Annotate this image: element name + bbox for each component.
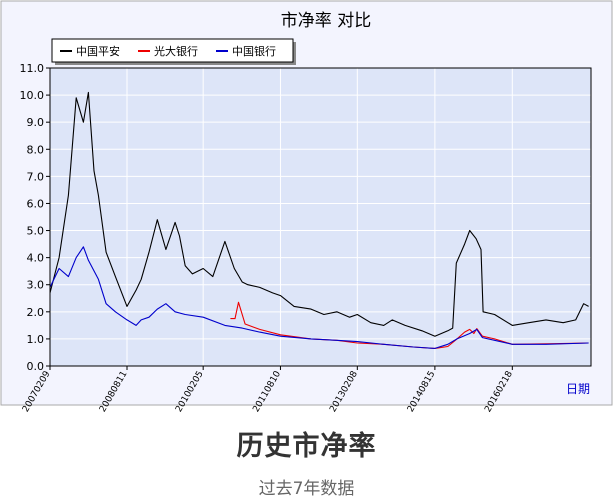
series-lines	[50, 91, 589, 349]
pb-ratio-chart: 市净率 对比 0.0 1.0 2.0 3.0 4.0 5.0 6.0 7.0 8.0 9.0 10.…	[0, 0, 613, 414]
caption-subtitle: 过去7年数据	[258, 479, 355, 499]
y-tick-label: 2.0	[27, 306, 45, 319]
legend-label: 中国银行	[232, 44, 276, 58]
y-tick-label: 4.0	[27, 252, 45, 265]
grid-lines	[50, 68, 591, 366]
y-tick-label: 10.0	[20, 89, 45, 102]
legend-box	[51, 38, 294, 63]
legend-label: 中国平安	[76, 44, 120, 58]
plot-area	[50, 68, 591, 366]
series-line-2	[50, 246, 589, 349]
y-tick-label: 3.0	[27, 279, 45, 292]
chart-title: 市净率 对比	[281, 11, 371, 31]
y-tick-label: 1.0	[27, 333, 45, 346]
caption-title: 历史市净率	[236, 431, 377, 462]
y-tick-label: 8.0	[27, 143, 45, 156]
legend: 中国平安 光大银行 中国银行	[51, 38, 296, 65]
y-tick-label: 7.0	[27, 170, 45, 183]
y-tick-label: 0.0	[27, 360, 45, 373]
y-axis: 0.0 1.0 2.0 3.0 4.0 5.0 6.0 7.0 8.0 9.0 10.0 11.0	[20, 62, 50, 373]
y-tick-label: 11.0	[20, 62, 45, 75]
series-line-0	[50, 91, 589, 337]
plot-border	[49, 67, 592, 367]
y-tick-label: 5.0	[27, 225, 45, 238]
y-tick-label: 9.0	[27, 116, 45, 129]
legend-label: 光大银行	[154, 44, 198, 58]
y-tick-label: 6.0	[27, 197, 45, 210]
x-axis-label: 日期	[566, 382, 590, 396]
